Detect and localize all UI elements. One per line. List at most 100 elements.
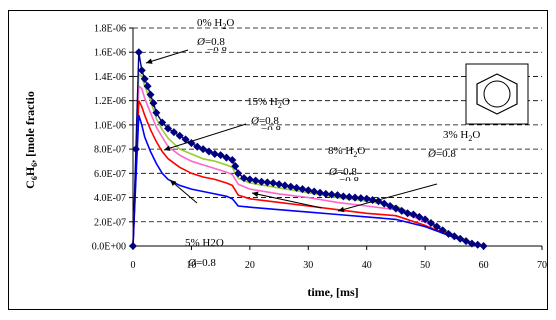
data-point-0-h2o (269, 179, 278, 188)
benzene-ring-icon (465, 63, 529, 125)
data-point-0-h2o (263, 178, 272, 187)
data-point-0-h2o (351, 193, 360, 202)
annotation-phi: Ø=0.8 (196, 36, 225, 48)
data-point-0-h2o (280, 181, 289, 190)
data-point-0-h2o (444, 229, 453, 238)
x-tick-label: 30 (303, 260, 313, 271)
series-line-3-h2o (132, 100, 484, 247)
annotation-label-o: O (282, 96, 290, 108)
data-point-0-h2o (386, 202, 395, 211)
data-point-0-h2o (222, 153, 231, 162)
data-point-0-h2o (421, 215, 430, 224)
x-tick-label: 60 (479, 260, 489, 271)
data-point-0-h2o (304, 186, 313, 195)
y-axis-title-c: C (23, 180, 37, 189)
data-point-0-h2o (181, 135, 190, 144)
annotation-arrowhead (164, 145, 171, 151)
annotation-label-o: O (472, 129, 480, 141)
data-point-0-h2o (169, 128, 178, 137)
data-point-0-h2o (479, 241, 488, 251)
annotation-label-h: H (270, 96, 278, 108)
annotation-label-h: H (345, 145, 353, 157)
data-point-0-h2o (292, 183, 301, 192)
annotation-arrowhead (252, 191, 259, 197)
annotation-phi-value: =0.8 (337, 166, 357, 178)
series-line-8-h2o (132, 84, 484, 247)
x-tick-label: 20 (245, 260, 255, 271)
data-point-0-h2o (321, 189, 330, 198)
data-point-0-h2o (240, 174, 249, 183)
data-point-0-h2o (450, 232, 459, 241)
data-point-0-h2o (333, 191, 342, 200)
annotation-label-pct: 5% H2O (185, 237, 224, 249)
annotation-arrow (163, 123, 247, 151)
x-tick-label: 40 (362, 260, 372, 271)
phi-symbol-icon: Ø (196, 36, 206, 48)
x-tick-label: 70 (537, 260, 547, 271)
data-point-0-h2o (310, 187, 319, 196)
y-tick-label: 8.0E-07 (94, 145, 126, 156)
annotation-label-sub: 2 (222, 22, 226, 31)
data-point-0-h2o (473, 240, 482, 249)
annotation-label-h: H (460, 129, 468, 141)
annotation-label: 0% H2O (197, 17, 234, 31)
annotation-label: 5% H2O (185, 237, 224, 249)
phi-symbol-icon: Ø (250, 115, 260, 127)
data-point-0-h2o (275, 180, 284, 189)
annotation-label-sub: 2 (468, 134, 472, 143)
data-point-0-h2o (391, 204, 400, 213)
y-tick-label: 6.0E-07 (94, 169, 126, 180)
data-point-0-h2o (415, 212, 424, 221)
data-point-0-h2o (128, 241, 138, 251)
y-tick-label: 1.4E-06 (94, 72, 126, 83)
data-point-0-h2o (426, 218, 435, 227)
annotation-phi-value: =0.8 (436, 148, 456, 160)
data-point-0-h2o (228, 156, 237, 165)
phi-symbol-icon: Ø (328, 166, 338, 178)
annotation-ghost-text: =0.8 (339, 175, 359, 187)
y-tick-label: 2.0E-07 (94, 217, 126, 228)
data-point-0-h2o (345, 192, 354, 201)
data-point-0-h2o (216, 151, 225, 160)
annotation-arrow (145, 49, 189, 64)
annotation-label-o: O (226, 17, 234, 29)
annotation-ghost-text: =0.8 (261, 124, 281, 136)
annotation-label: 8% H2O (328, 145, 365, 159)
annotation-phi: Ø=0.8 (427, 148, 456, 160)
data-point-0-h2o (140, 74, 149, 83)
annotation-phi-value: =0.8 (259, 115, 279, 127)
annotation-label-pct: 15% (247, 96, 270, 108)
annotation-label: 15% H2O (247, 96, 290, 110)
annotation-arrow (251, 192, 323, 209)
annotation-label: 3% H2O (443, 129, 480, 143)
data-point-0-h2o (432, 222, 441, 231)
data-point-0-h2o (199, 145, 208, 154)
data-point-0-h2o (251, 176, 260, 185)
data-point-0-h2o (467, 239, 476, 248)
chart-frame (8, 10, 548, 310)
x-tick-label: 10 (186, 260, 196, 271)
data-point-0-h2o (158, 118, 167, 127)
annotation-arrowhead (146, 58, 153, 64)
y-tick-label: 1.2E-06 (94, 96, 126, 107)
data-point-0-h2o (210, 149, 219, 158)
phi-symbol-icon: Ø (427, 148, 437, 160)
data-point-0-h2o (146, 90, 155, 99)
annotation-label-pct: 8% (328, 145, 345, 157)
x-tick-labels: 0 10 20 30 40 50 60 70 (131, 260, 548, 271)
annotation-arrow (337, 183, 438, 212)
data-point-0-h2o (164, 124, 173, 133)
annotation-label-sub: 2 (353, 150, 357, 159)
data-point-0-h2o (380, 199, 389, 208)
annotation-ghost-text: =0.8 (207, 45, 227, 57)
data-point-0-h2o (286, 182, 295, 191)
data-point-0-h2o (315, 188, 324, 197)
data-point-0-h2o (193, 142, 202, 151)
data-point-0-h2o (143, 82, 152, 91)
data-point-0-h2o (397, 206, 406, 215)
data-point-0-h2o (131, 145, 140, 154)
x-tick-label: 0 (131, 260, 136, 271)
data-point-0-h2o (298, 185, 307, 194)
data-point-0-h2o (462, 237, 471, 246)
